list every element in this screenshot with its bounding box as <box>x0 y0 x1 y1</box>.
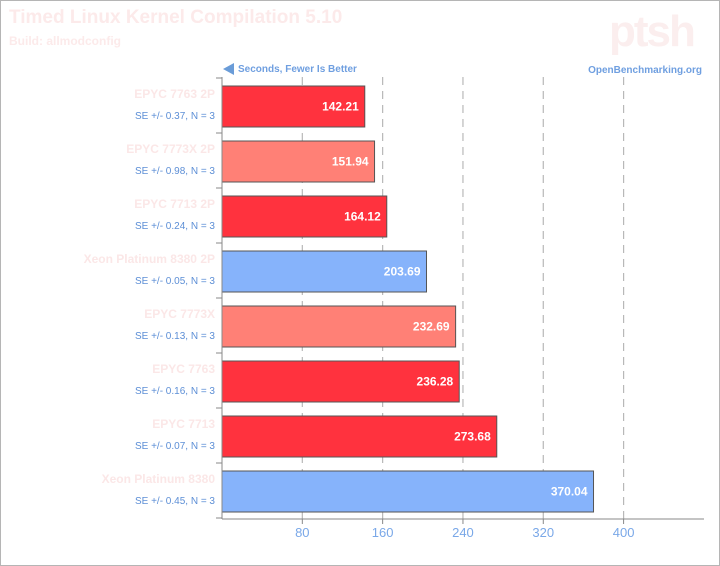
bar-value-label-6: 273.68 <box>454 430 491 444</box>
category-label-2: EPYC 7713 2P <box>134 197 215 211</box>
pts-logo: ptsh <box>609 7 696 56</box>
se-label-2: SE +/- 0.24, N = 3 <box>135 221 215 232</box>
bar-7 <box>221 470 595 513</box>
bar-value-label-7: 370.04 <box>551 485 588 499</box>
x-tick-label-80: 80 <box>295 525 309 540</box>
x-tick-label-320: 320 <box>532 525 554 540</box>
category-label-4: EPYC 7773X <box>144 307 215 321</box>
bar-value-label-0: 142.21 <box>322 100 359 114</box>
x-tick-label-400: 400 <box>613 525 635 540</box>
se-label-3: SE +/- 0.05, N = 3 <box>135 276 215 287</box>
category-label-0: EPYC 7763 2P <box>134 87 215 101</box>
chart-title: Timed Linux Kernel Compilation 5.10 <box>9 7 343 28</box>
left-arrow-icon <box>223 63 234 75</box>
bar-1 <box>221 140 376 183</box>
bar-4 <box>221 305 457 348</box>
bar-value-label-1: 151.94 <box>332 155 369 169</box>
bar-3 <box>221 250 428 293</box>
chart-subtitle: Build: allmodconfig <box>9 34 121 48</box>
bar-6 <box>221 415 498 458</box>
source-label: OpenBenchmarking.org <box>588 65 702 76</box>
se-label-5: SE +/- 0.16, N = 3 <box>135 386 215 397</box>
se-label-0: SE +/- 0.37, N = 3 <box>135 111 215 122</box>
bar-value-label-4: 232.69 <box>413 320 450 334</box>
bar-value-label-2: 164.12 <box>344 210 381 224</box>
category-label-5: EPYC 7763 <box>152 362 215 376</box>
se-label-1: SE +/- 0.98, N = 3 <box>135 166 215 177</box>
category-label-7: Xeon Platinum 8380 <box>102 472 216 486</box>
x-tick-label-240: 240 <box>452 525 474 540</box>
bar-value-label-5: 236.28 <box>417 375 454 389</box>
se-label-7: SE +/- 0.45, N = 3 <box>135 496 215 507</box>
bar-5 <box>221 360 460 403</box>
bar-value-label-3: 203.69 <box>384 265 421 279</box>
bar-2 <box>221 195 388 238</box>
se-label-4: SE +/- 0.13, N = 3 <box>135 331 215 342</box>
category-label-3: Xeon Platinum 8380 2P <box>84 252 215 266</box>
direction-label: Seconds, Fewer Is Better <box>238 63 357 75</box>
se-label-6: SE +/- 0.07, N = 3 <box>135 441 215 452</box>
category-label-1: EPYC 7773X 2P <box>126 142 215 156</box>
category-label-6: EPYC 7713 <box>152 417 215 431</box>
direction-legend: Seconds, Fewer Is Better <box>223 63 357 75</box>
x-tick-label-160: 160 <box>372 525 394 540</box>
